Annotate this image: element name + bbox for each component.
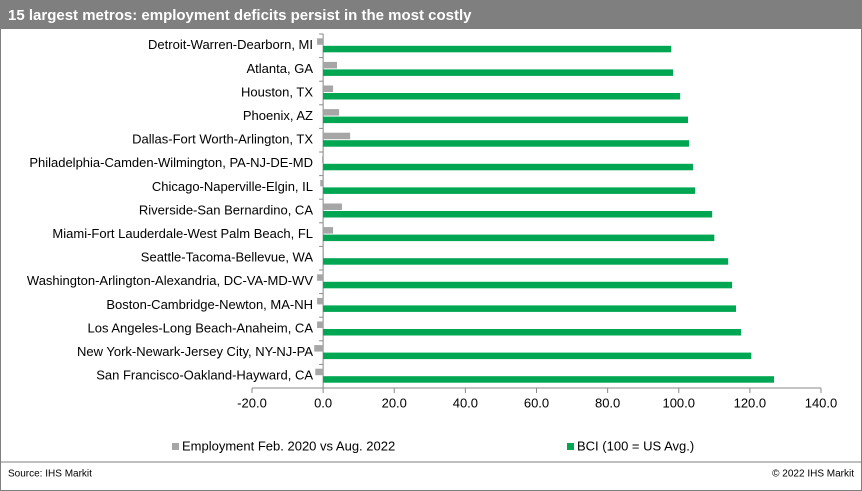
y-tick-label: Atlanta, GA — [247, 61, 314, 76]
y-tick-label: Seattle-Tacoma-Bellevue, WA — [141, 250, 314, 265]
x-tick-label: 140.0 — [805, 395, 838, 410]
y-tick-label: Philadelphia-Camden-Wilmington, PA-NJ-DE… — [29, 155, 313, 170]
bar — [323, 376, 775, 383]
bar — [323, 250, 324, 258]
source: Source: IHS Markit — [8, 469, 92, 480]
bar — [322, 156, 324, 163]
bar — [323, 234, 715, 242]
y-tick-label: Houston, TX — [241, 84, 313, 99]
y-tick-label: San Francisco-Oakland-Hayward, CA — [96, 368, 313, 383]
bar — [317, 38, 324, 45]
bar — [323, 45, 672, 53]
bar — [323, 187, 696, 194]
bar — [323, 211, 713, 218]
bar — [323, 132, 351, 140]
bar — [323, 61, 337, 69]
bar — [323, 352, 752, 360]
y-tick-label: Chicago-Naperville-Elgin, IL — [152, 179, 313, 194]
x-tick-label: 20.0 — [382, 395, 407, 410]
bar — [323, 281, 733, 289]
y-tick-label: Riverside-San Bernardino, CA — [139, 202, 313, 217]
y-tick-label: Phoenix, AZ — [243, 108, 313, 123]
y-tick-label: Los Angeles-Long Beach-Anaheim, CA — [88, 320, 314, 335]
y-tick-label: Boston-Cambridge-Newton, MA-NH — [106, 297, 313, 312]
legend-label: Employment Feb. 2020 vs Aug. 2022 — [182, 438, 395, 453]
x-tick-label: 100.0 — [662, 395, 695, 410]
bar — [317, 274, 324, 281]
bar — [323, 329, 741, 336]
bar — [323, 116, 688, 124]
chart-title: 15 largest metros: employment deficits p… — [8, 7, 472, 24]
bar — [314, 345, 324, 352]
y-tick-label: Washington-Arlington-Alexandria, DC-VA-M… — [27, 273, 313, 288]
x-tick-label: 120.0 — [734, 395, 767, 410]
bar — [323, 93, 681, 100]
bar — [315, 368, 324, 376]
bar — [323, 227, 334, 234]
title-bar — [1, 1, 861, 29]
bar — [317, 297, 324, 305]
bar — [323, 85, 334, 92]
x-tick-label: 60.0 — [524, 395, 549, 410]
x-tick-label: -20.0 — [237, 395, 267, 410]
bar — [323, 109, 340, 116]
y-tick-label: New York-Newark-Jersey City, NY-NJ-PA — [77, 344, 313, 359]
y-tick-label: Detroit-Warren-Dearborn, MI — [148, 37, 313, 52]
x-tick-label: 0.0 — [314, 395, 332, 410]
y-tick-label: Miami-Fort Lauderdale-West Palm Beach, F… — [52, 226, 313, 241]
bar — [323, 305, 737, 312]
legend-swatch — [172, 443, 179, 450]
copyright: © 2022 IHS Markit — [772, 469, 854, 480]
legend-label: BCI (100 = US Avg.) — [577, 438, 694, 453]
bar — [317, 321, 324, 328]
y-tick-label: Dallas-Fort Worth-Arlington, TX — [132, 132, 313, 147]
bar — [323, 258, 729, 265]
bar — [323, 69, 674, 76]
legend-swatch — [567, 443, 574, 450]
bar — [323, 203, 342, 210]
bar — [323, 140, 690, 147]
x-tick-label: 40.0 — [453, 395, 478, 410]
x-tick-label: 80.0 — [595, 395, 620, 410]
bar — [323, 163, 693, 171]
bar — [320, 179, 324, 187]
